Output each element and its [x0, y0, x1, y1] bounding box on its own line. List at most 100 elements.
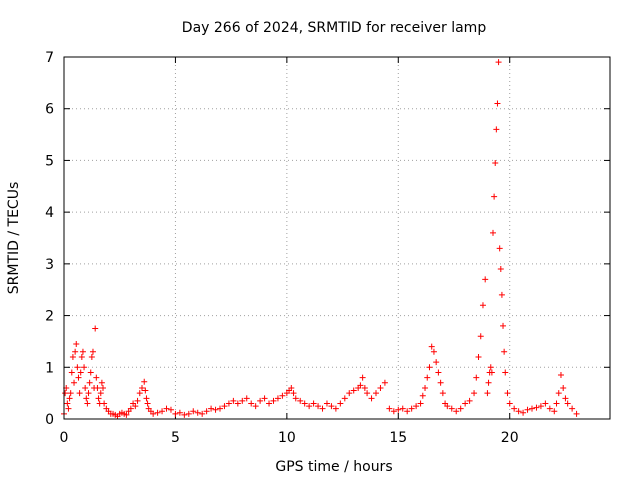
data-point	[381, 379, 388, 386]
data-point	[562, 395, 569, 402]
data-point	[524, 406, 531, 413]
data-point	[66, 395, 73, 402]
data-point	[493, 126, 500, 133]
data-point	[159, 408, 166, 415]
data-point	[199, 410, 206, 417]
data-point	[136, 390, 143, 397]
data-point	[77, 369, 84, 376]
data-point	[257, 397, 264, 404]
data-point	[85, 390, 92, 397]
data-point	[433, 359, 440, 366]
data-point	[473, 374, 480, 381]
data-point	[74, 364, 81, 371]
chart-title: Day 266 of 2024, SRMTID for receiver lam…	[182, 20, 487, 36]
data-point	[395, 406, 402, 413]
data-point	[123, 411, 130, 418]
data-point	[485, 379, 492, 386]
data-point	[413, 403, 420, 410]
data-point	[359, 374, 366, 381]
data-point	[557, 372, 564, 379]
x-tick-label: 15	[389, 430, 407, 446]
data-point	[163, 405, 170, 412]
data-point	[75, 374, 82, 381]
data-point	[424, 374, 431, 381]
x-tick-label: 0	[60, 430, 69, 446]
data-point	[444, 403, 451, 410]
data-point	[270, 397, 277, 404]
data-point	[457, 405, 464, 412]
data-point	[323, 400, 330, 407]
data-point	[482, 276, 489, 283]
data-point	[448, 405, 455, 412]
data-point	[439, 390, 446, 397]
data-point	[368, 395, 375, 402]
data-point	[64, 400, 71, 407]
data-point	[487, 364, 494, 371]
data-point	[93, 374, 100, 381]
data-point	[533, 404, 540, 411]
y-tick-label: 1	[45, 360, 54, 376]
data-point	[217, 405, 223, 412]
data-point	[81, 364, 88, 371]
data-point	[86, 379, 93, 386]
data-point	[553, 400, 560, 407]
data-point	[500, 322, 507, 329]
data-point	[127, 405, 134, 412]
data-point	[144, 400, 151, 407]
data-point	[504, 390, 511, 397]
data-point	[301, 400, 308, 407]
data-point	[430, 348, 437, 355]
data-point	[82, 384, 89, 391]
data-point	[496, 245, 503, 252]
x-tick-label: 20	[501, 430, 519, 446]
data-point	[477, 333, 484, 340]
data-point	[350, 387, 357, 394]
data-point	[560, 384, 567, 391]
data-point	[357, 382, 364, 389]
data-point	[506, 400, 513, 407]
data-point	[520, 409, 527, 416]
data-point	[551, 408, 558, 415]
data-point	[426, 364, 433, 371]
data-point	[479, 302, 486, 309]
data-point	[529, 405, 535, 412]
y-tick-label: 4	[45, 205, 54, 221]
data-point	[292, 395, 299, 402]
data-point	[92, 325, 99, 332]
data-point	[328, 403, 335, 410]
data-point	[132, 403, 139, 410]
data-point	[139, 384, 145, 391]
data-point	[315, 403, 322, 410]
data-point	[68, 369, 75, 376]
data-point	[248, 400, 255, 407]
data-point	[471, 390, 478, 397]
y-tick-label: 6	[45, 102, 54, 118]
data-point	[65, 405, 72, 412]
data-point	[377, 384, 384, 391]
data-point	[332, 405, 339, 412]
data-point	[78, 353, 85, 360]
data-point	[79, 348, 86, 355]
data-point	[306, 403, 313, 410]
data-point	[225, 400, 232, 407]
data-point	[497, 266, 504, 273]
data-point	[69, 353, 76, 360]
data-point	[310, 400, 317, 407]
data-point	[488, 369, 495, 376]
data-point	[492, 160, 499, 167]
x-tick-label: 5	[171, 430, 180, 446]
data-point	[502, 369, 509, 376]
data-point	[498, 291, 505, 298]
data-point	[141, 378, 148, 385]
data-point	[279, 392, 286, 399]
data-point	[67, 390, 74, 397]
data-point	[511, 405, 518, 412]
data-point	[364, 390, 371, 397]
data-point	[346, 390, 353, 397]
data-point	[94, 384, 101, 391]
data-point	[252, 403, 259, 410]
data-point	[230, 397, 237, 404]
data-point	[143, 395, 150, 402]
data-point	[490, 229, 496, 236]
